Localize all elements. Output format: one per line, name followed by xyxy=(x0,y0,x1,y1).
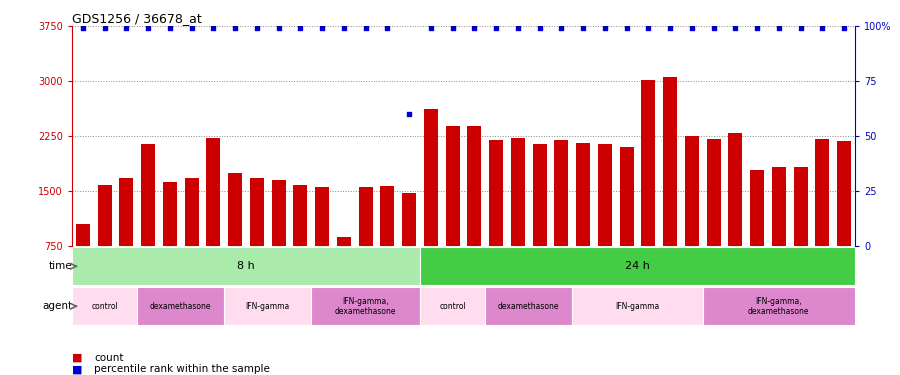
Text: IFN-gamma,
dexamethasone: IFN-gamma, dexamethasone xyxy=(335,297,396,316)
Bar xyxy=(76,224,90,301)
Bar xyxy=(337,237,351,301)
Text: ■: ■ xyxy=(72,353,83,363)
Point xyxy=(424,26,438,32)
Point xyxy=(228,26,242,32)
Point xyxy=(663,26,678,32)
Bar xyxy=(72,247,420,285)
Text: dexamethasone: dexamethasone xyxy=(498,302,560,311)
Text: IFN-gamma: IFN-gamma xyxy=(616,302,660,311)
Point xyxy=(598,26,612,32)
Bar xyxy=(572,287,703,326)
Point xyxy=(380,26,394,32)
Point xyxy=(119,26,133,32)
Bar xyxy=(311,287,420,326)
Bar xyxy=(206,138,220,301)
Text: agent: agent xyxy=(42,301,72,311)
Text: dexamethasone: dexamethasone xyxy=(150,302,212,311)
Bar xyxy=(358,187,373,301)
Bar xyxy=(642,80,655,301)
Point xyxy=(728,26,742,32)
Point xyxy=(750,26,764,32)
Bar xyxy=(619,147,634,301)
Point xyxy=(293,26,308,32)
Bar xyxy=(72,287,137,326)
Bar xyxy=(554,140,569,301)
Point xyxy=(358,26,373,32)
Bar xyxy=(250,178,264,301)
Point xyxy=(533,26,547,32)
Point xyxy=(315,26,329,32)
Point xyxy=(76,26,90,32)
Point xyxy=(141,26,156,32)
Bar xyxy=(576,143,590,301)
Point xyxy=(576,26,590,32)
Bar xyxy=(728,134,742,301)
Bar xyxy=(794,167,807,301)
Point xyxy=(446,26,460,32)
Bar xyxy=(137,287,224,326)
Bar xyxy=(381,186,394,301)
Text: percentile rank within the sample: percentile rank within the sample xyxy=(94,364,270,374)
Bar xyxy=(420,287,485,326)
Text: 24 h: 24 h xyxy=(626,261,650,271)
Bar xyxy=(485,287,572,326)
Point xyxy=(467,26,482,32)
Bar xyxy=(772,167,786,301)
Point xyxy=(685,26,699,32)
Text: control: control xyxy=(91,302,118,311)
Bar xyxy=(815,139,830,301)
Point xyxy=(815,26,830,32)
Point xyxy=(163,26,177,32)
Bar xyxy=(750,170,764,301)
Point xyxy=(184,26,199,32)
Bar xyxy=(97,185,112,301)
Text: ■: ■ xyxy=(72,364,83,374)
Bar xyxy=(402,193,416,301)
Bar xyxy=(184,178,199,301)
Bar xyxy=(224,287,311,326)
Bar xyxy=(141,144,155,301)
Point xyxy=(837,26,851,32)
Point xyxy=(706,26,721,32)
Point xyxy=(554,26,569,32)
Point xyxy=(249,26,264,32)
Text: 8 h: 8 h xyxy=(237,261,255,271)
Bar xyxy=(837,141,851,301)
Text: GDS1256 / 36678_at: GDS1256 / 36678_at xyxy=(72,12,202,25)
Bar xyxy=(446,126,460,301)
Text: control: control xyxy=(439,302,466,311)
Point xyxy=(510,26,525,32)
Point xyxy=(771,26,786,32)
Text: IFN-gamma: IFN-gamma xyxy=(246,302,290,311)
Bar xyxy=(467,126,482,301)
Bar xyxy=(598,144,612,301)
Bar xyxy=(533,144,546,301)
Bar xyxy=(424,109,438,301)
Point xyxy=(402,111,417,117)
Bar xyxy=(511,138,525,301)
Bar xyxy=(120,178,133,301)
Point xyxy=(489,26,503,32)
Bar xyxy=(685,135,699,301)
Bar xyxy=(703,287,855,326)
Point xyxy=(794,26,808,32)
Bar xyxy=(420,247,855,285)
Point xyxy=(641,26,655,32)
Point xyxy=(619,26,634,32)
Bar xyxy=(663,77,677,301)
Bar xyxy=(293,185,308,301)
Text: IFN-gamma,
dexamethasone: IFN-gamma, dexamethasone xyxy=(748,297,810,316)
Bar xyxy=(272,180,285,301)
Point xyxy=(206,26,220,32)
Bar xyxy=(228,173,242,301)
Point xyxy=(272,26,286,32)
Point xyxy=(97,26,112,32)
Text: time: time xyxy=(49,261,72,271)
Bar xyxy=(489,140,503,301)
Bar xyxy=(706,139,721,301)
Text: count: count xyxy=(94,353,124,363)
Bar xyxy=(163,183,177,301)
Bar xyxy=(315,187,329,301)
Point xyxy=(337,26,351,32)
